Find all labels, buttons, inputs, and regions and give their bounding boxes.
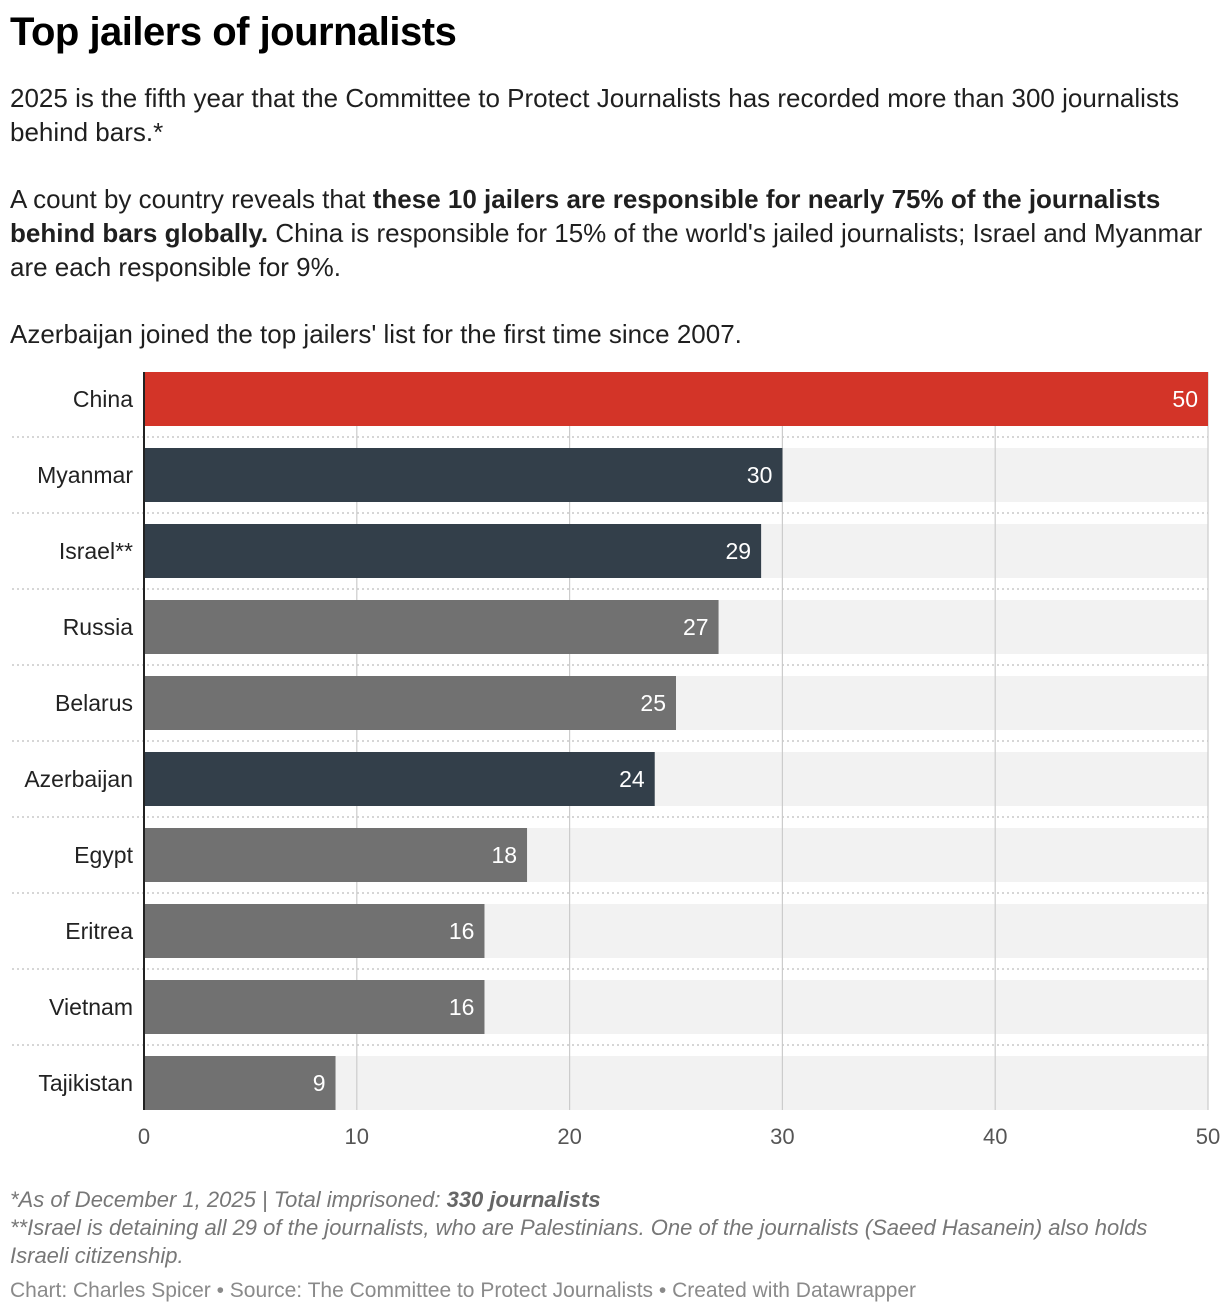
description-highlight: these 10 jailers are responsible for nea… [10,184,1161,248]
bar [144,1056,336,1110]
footnote-text: *As of December 1, 2025 | Total imprison… [10,1187,447,1212]
category-label: Myanmar [37,462,133,488]
bar-value-label: 29 [726,538,752,564]
bar-value-label: 24 [619,766,645,792]
x-tick-label: 20 [557,1124,581,1149]
bar-value-label: 16 [449,918,475,944]
bar-value-label: 18 [491,842,517,868]
bar-chart: 50 China 30 Myanmar 29 Israel** 27 Russia 25 Bela… [12,372,1220,1149]
bar [144,372,1208,426]
footnote-1: *As of December 1, 2025 | Total imprison… [10,1186,1210,1214]
category-label: Egypt [74,842,133,868]
bar-value-label: 27 [683,614,709,640]
description-text: China is responsible for 15% of the worl… [10,218,1203,282]
category-label: Eritrea [65,918,133,944]
description-text: A count by country reveals that [10,184,373,214]
bar-value-label: 30 [747,462,773,488]
x-tick-label: 30 [770,1124,794,1149]
bar [144,600,719,654]
bar-value-label: 50 [1172,386,1198,412]
footnote-2: **Israel is detaining all 29 of the jour… [10,1215,1148,1268]
x-tick-label: 40 [983,1124,1007,1149]
bar [144,828,528,882]
footnote-total: 330 journalists [446,1187,601,1212]
bar [144,524,762,578]
category-label: Vietnam [49,994,133,1020]
x-tick-label: 10 [345,1124,369,1149]
bar-value-label: 16 [449,994,475,1020]
description-paragraph-1: 2025 is the fifth year that the Committe… [10,83,1180,147]
description-paragraph-3: Azerbaijan joined the top jailers' list … [10,319,742,349]
bar [144,448,783,502]
x-tick-label: 0 [138,1124,150,1149]
category-label: Belarus [55,690,133,716]
bar-value-label: 9 [313,1070,326,1096]
category-label: Israel** [59,538,133,564]
chart-credit: Chart: Charles Spicer • Source: The Comm… [10,1279,917,1302]
category-label: China [73,386,133,412]
category-label: Tajikistan [38,1070,133,1096]
chart-title: Top jailers of journalists [10,10,457,54]
bar-value-label: 25 [640,690,666,716]
category-label: Russia [63,614,134,640]
x-tick-label: 50 [1196,1124,1220,1149]
bar [144,676,676,730]
description-paragraph-2: A count by country reveals that these 10… [10,182,1210,284]
bar [144,980,485,1034]
bar [144,752,655,806]
bar [144,904,485,958]
category-label: Azerbaijan [24,766,133,792]
